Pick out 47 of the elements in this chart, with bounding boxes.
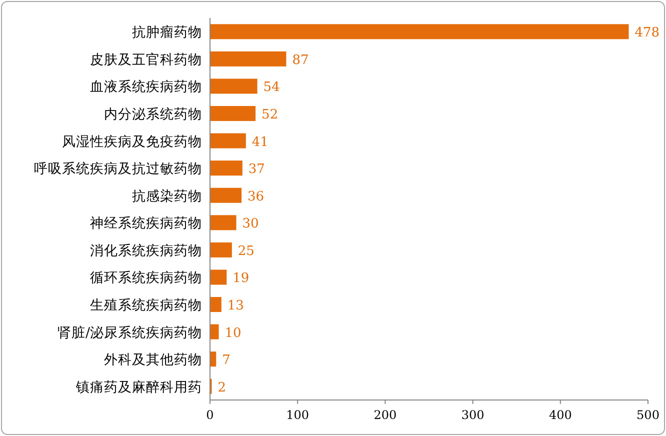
bar <box>210 352 216 367</box>
bar <box>210 188 242 203</box>
bar <box>210 24 629 40</box>
x-tick-label: 100 <box>286 408 310 422</box>
y-tick-label: 抗感染药物 <box>132 188 202 204</box>
y-tick-label: 生殖系统疾病药物 <box>90 298 202 314</box>
data-label: 10 <box>224 326 242 341</box>
data-label: 41 <box>252 134 268 150</box>
y-tick-label: 抗肿瘤药物 <box>132 24 202 41</box>
y-tick-label: 外科及其他药物 <box>104 352 202 368</box>
data-label: 478 <box>634 26 660 41</box>
data-label: 37 <box>248 162 265 178</box>
y-tick-label: 风湿性疾病及免疫药物 <box>62 134 202 150</box>
data-label: 87 <box>292 52 309 68</box>
data-label: 25 <box>238 244 254 259</box>
data-label: 30 <box>242 216 259 232</box>
data-label: 36 <box>248 189 264 204</box>
bar <box>210 215 236 230</box>
bar <box>210 133 246 148</box>
y-tick-label: 皮肤及五官科药物 <box>90 52 202 68</box>
data-label: 52 <box>262 108 278 122</box>
bar <box>210 324 219 340</box>
data-label: 13 <box>227 298 244 314</box>
bar <box>210 78 258 94</box>
y-tick-label: 内分泌系统药物 <box>104 106 202 122</box>
y-tick-label: 消化系统疾病药物 <box>90 242 202 259</box>
bar <box>210 270 227 285</box>
y-tick-label: 镇痛药及麻醉科用药 <box>75 379 202 396</box>
data-label: 7 <box>222 353 230 368</box>
bar <box>210 51 286 66</box>
y-tick-label: 呼吸系统疾病及抗过敏药物 <box>34 161 202 178</box>
y-tick-label: 血液系统疾病药物 <box>90 79 202 96</box>
bar <box>210 296 222 312</box>
bar <box>210 160 242 176</box>
data-label: 54 <box>263 80 280 96</box>
bar <box>210 242 232 258</box>
bar <box>210 106 256 122</box>
x-tick-label: 200 <box>374 408 397 422</box>
x-tick-label: 400 <box>548 408 572 422</box>
y-tick-label: 肾脏/泌尿系统疾病药物 <box>57 324 202 341</box>
data-label: 19 <box>232 271 250 286</box>
x-tick-label: 500 <box>636 408 660 422</box>
y-tick-label: 神经系统疾病药物 <box>90 216 202 232</box>
x-tick-label: 300 <box>461 408 484 422</box>
x-tick-label: 0 <box>206 408 214 422</box>
y-tick-label: 循环系统疾病药物 <box>90 270 202 286</box>
data-label: 2 <box>218 380 226 396</box>
